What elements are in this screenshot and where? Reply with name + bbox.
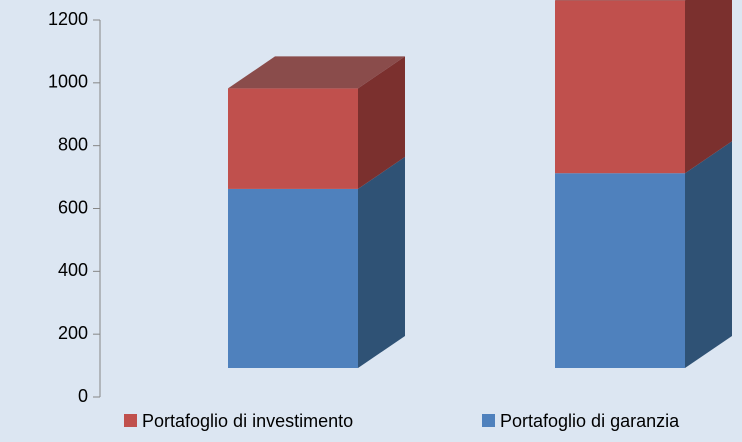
bar-top (228, 56, 405, 89)
legend-label: Portafoglio di garanzia (500, 411, 680, 431)
legend-swatch (124, 414, 137, 427)
bar (555, 173, 685, 368)
y-tick-label: 1200 (48, 9, 88, 29)
y-tick-label: 800 (58, 134, 88, 154)
bar (228, 88, 358, 189)
y-tick-label: 1000 (48, 72, 88, 92)
bar-side (358, 156, 405, 368)
legend-label: Portafoglio di investimento (142, 411, 353, 431)
y-tick-label: 200 (58, 323, 88, 343)
bar-side (685, 141, 732, 368)
bar-side (358, 56, 405, 189)
bar (555, 0, 685, 174)
y-tick-label: 0 (78, 386, 88, 406)
y-tick-label: 400 (58, 260, 88, 280)
y-tick-label: 600 (58, 197, 88, 217)
legend-swatch (482, 414, 495, 427)
bar-side (685, 0, 732, 174)
bar (228, 188, 358, 368)
